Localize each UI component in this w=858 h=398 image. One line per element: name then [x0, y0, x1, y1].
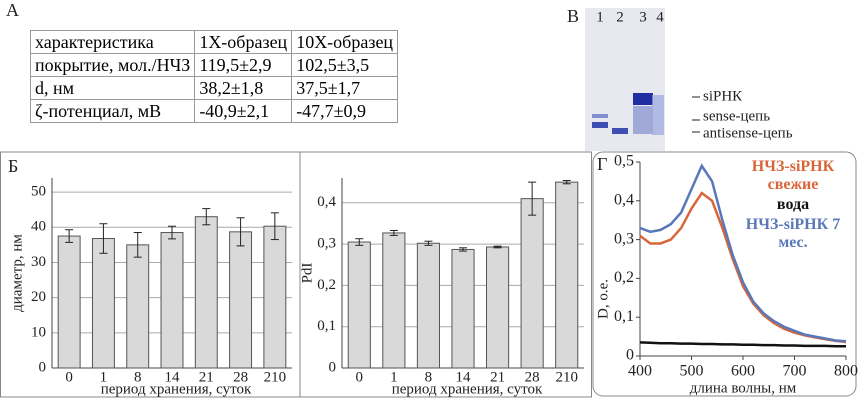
x-tick-label: 0 [356, 369, 364, 385]
table-row: ζ-потенциал, мВ-40,9±2,1-47,7±0,9 [31, 100, 398, 123]
table-cell: характеристика [31, 31, 195, 54]
y-tick-label: 20 [31, 289, 46, 305]
lane-label: 2 [616, 9, 624, 25]
bar [452, 249, 474, 368]
table-cell: -40,9±2,1 [195, 100, 292, 123]
panel-label: Б [8, 156, 18, 176]
table-cell: 10X-образец [292, 31, 398, 54]
panel-label: Г [597, 154, 607, 174]
x-tick-label: 600 [731, 363, 755, 380]
y-tick-label: 0 [39, 359, 47, 375]
bar [161, 233, 183, 368]
bar [230, 232, 252, 368]
x-axis-title: длина волны, нм [690, 380, 797, 396]
bar [487, 247, 509, 368]
x-tick-label: 210 [264, 369, 287, 385]
y-tick-label: 0,1 [317, 318, 336, 334]
y-tick-label: 0,2 [614, 269, 634, 286]
x-axis-title: период хранения, суток [101, 381, 252, 397]
table-cell: 1X-образец [195, 31, 292, 54]
y-tick-label: 0,2 [317, 277, 336, 293]
band-label: siРНК [703, 88, 743, 104]
x-tick-label: 800 [834, 363, 858, 380]
bar [383, 233, 405, 368]
bar [348, 242, 370, 368]
y-tick-label: 10 [31, 324, 46, 340]
x-tick-label: 0 [65, 369, 73, 385]
gel-band [633, 93, 653, 105]
y-axis-title: D, о.е. [595, 279, 611, 319]
lane-label: 3 [639, 9, 647, 25]
x-tick-label: 700 [783, 363, 807, 380]
legend-entry: вода [738, 196, 848, 214]
y-tick-label: 0,3 [317, 236, 336, 252]
bar [417, 243, 439, 368]
bar [556, 182, 578, 368]
table-cell: 38,2±1,8 [195, 77, 292, 100]
table-cell: ζ-потенциал, мВ [31, 100, 195, 123]
x-tick-label: 210 [555, 369, 578, 385]
table-cell: 119,5±2,9 [195, 54, 292, 77]
lane-label: 1 [596, 9, 604, 25]
y-axis-title: PdI [299, 263, 315, 284]
y-tick-label: 40 [31, 219, 46, 235]
legend-entry: НЧЗ-siРНК 7 мес. [738, 216, 848, 252]
lane-label: 4 [656, 9, 664, 25]
x-tick-label: 500 [680, 363, 704, 380]
panel-label: В [567, 6, 579, 26]
gel-band [612, 128, 628, 134]
y-tick-label: 0,4 [614, 191, 634, 208]
table-cell: d, нм [31, 77, 195, 100]
bar [127, 245, 149, 368]
legend-entry: НЧЗ-siРНК свежие [738, 158, 848, 194]
panel-label: А [6, 0, 19, 20]
table-cell: 37,5±1,7 [292, 77, 398, 100]
x-tick-label: 400 [628, 363, 652, 380]
x-axis-title: период хранения, суток [392, 381, 543, 397]
y-tick-label: 50 [31, 184, 46, 200]
series-line [640, 342, 846, 346]
y-tick-label: 30 [31, 254, 46, 270]
y-axis-title: диаметр, нм [9, 234, 25, 312]
y-tick-label: 0 [329, 359, 337, 375]
bar [264, 226, 286, 368]
y-tick-label: 0,1 [614, 308, 634, 325]
table-cell: 102,5±3,5 [292, 54, 398, 77]
y-tick-label: 0 [626, 347, 634, 364]
gel-band [592, 122, 608, 128]
figure: А В siРНК sense-цепь antisense-цепь 1234… [0, 0, 858, 398]
table-cell: -47,7±0,9 [292, 100, 398, 123]
bar [521, 199, 543, 368]
bar [58, 236, 80, 368]
gel-band [592, 114, 608, 118]
bar [195, 217, 217, 368]
gel-band [633, 106, 653, 134]
gel-band [652, 95, 664, 135]
band-label: antisense-цепь [703, 125, 793, 141]
band-label: sense-цепь [703, 108, 770, 124]
y-tick-label: 0,4 [317, 194, 336, 210]
y-tick-label: 0,5 [614, 153, 634, 170]
y-tick-label: 0,3 [614, 230, 634, 247]
table-cell: покрытие, мол./НЧЗ [31, 54, 195, 77]
bar [92, 239, 114, 368]
